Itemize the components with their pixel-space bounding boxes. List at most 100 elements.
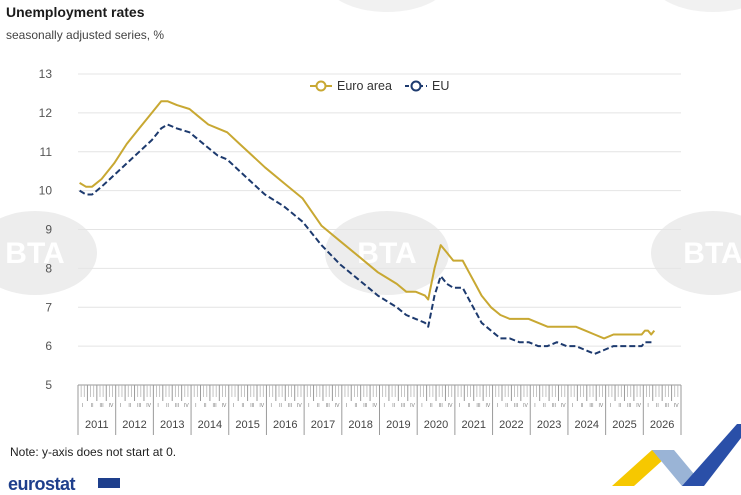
quarter-label: III bbox=[137, 403, 141, 409]
quarter-label: III bbox=[326, 403, 330, 409]
quarter-label: II bbox=[543, 403, 546, 409]
quarter-label: III bbox=[401, 403, 405, 409]
year-label: 2021 bbox=[461, 419, 485, 431]
quarter-label: II bbox=[618, 403, 621, 409]
quarter-label: IV bbox=[146, 403, 151, 409]
chart-subtitle: seasonally adjusted series, % bbox=[6, 28, 165, 42]
quarter-label: III bbox=[213, 403, 217, 409]
quarter-label: II bbox=[430, 403, 433, 409]
y-tick-label: 10 bbox=[39, 184, 53, 198]
watermark-text: BTA bbox=[683, 237, 741, 270]
watermark-logo-top-right bbox=[664, 0, 741, 12]
year-label: 2012 bbox=[122, 419, 146, 431]
year-label: 2016 bbox=[273, 419, 297, 431]
quarter-label: I bbox=[384, 403, 385, 409]
y-tick-label: 11 bbox=[40, 145, 53, 159]
year-label: 2011 bbox=[85, 419, 109, 431]
legend-label: EU bbox=[432, 79, 449, 93]
year-label: 2020 bbox=[424, 419, 448, 431]
quarter-label: IV bbox=[523, 403, 528, 409]
quarter-label: I bbox=[572, 403, 573, 409]
y-tick-label: 8 bbox=[45, 261, 52, 275]
watermark-text: BTA bbox=[5, 237, 64, 270]
quarter-label: III bbox=[99, 403, 103, 409]
quarter-label: I bbox=[497, 403, 498, 409]
quarter-label: IV bbox=[372, 403, 377, 409]
quarter-label: II bbox=[392, 403, 395, 409]
quarter-label: I bbox=[270, 403, 271, 409]
quarter-label: I bbox=[647, 403, 648, 409]
series-line-eu bbox=[79, 123, 655, 355]
quarter-label: II bbox=[241, 403, 244, 409]
quarter-label: IV bbox=[599, 403, 604, 409]
series-line-euro-area bbox=[79, 100, 656, 340]
y-tick-label: 6 bbox=[45, 339, 52, 353]
quarter-label: III bbox=[439, 403, 443, 409]
quarter-label: I bbox=[233, 403, 234, 409]
year-label: 2015 bbox=[235, 419, 259, 431]
corner-logo bbox=[612, 424, 741, 486]
quarter-label: I bbox=[459, 403, 460, 409]
watermark-logo-center: BTA bbox=[325, 211, 449, 295]
quarter-label: IV bbox=[297, 403, 302, 409]
quarter-label: II bbox=[355, 403, 358, 409]
legend-marker bbox=[315, 80, 327, 92]
quarter-label: IV bbox=[674, 403, 679, 409]
year-label: 2026 bbox=[650, 419, 674, 431]
quarter-label: II bbox=[279, 403, 282, 409]
y-tick-label: 7 bbox=[45, 300, 52, 314]
quarter-label: III bbox=[175, 403, 179, 409]
year-label: 2023 bbox=[537, 419, 561, 431]
quarter-label: II bbox=[581, 403, 584, 409]
quarter-label: III bbox=[476, 403, 480, 409]
y-tick-label: 13 bbox=[39, 67, 53, 81]
quarter-label: I bbox=[195, 403, 196, 409]
quarter-label: I bbox=[120, 403, 121, 409]
quarter-label: I bbox=[421, 403, 422, 409]
quarter-label: II bbox=[166, 403, 169, 409]
year-label: 2022 bbox=[499, 419, 523, 431]
quarter-label: IV bbox=[448, 403, 453, 409]
quarter-label: II bbox=[128, 403, 131, 409]
quarter-label: IV bbox=[485, 403, 490, 409]
y-tick-label: 9 bbox=[45, 223, 52, 237]
quarter-label: II bbox=[656, 403, 659, 409]
year-label: 2013 bbox=[160, 419, 184, 431]
year-label: 2014 bbox=[198, 419, 222, 431]
chart-title: Unemployment rates bbox=[6, 4, 145, 20]
watermark-logo-top bbox=[338, 0, 436, 12]
quarter-label: IV bbox=[636, 403, 641, 409]
quarter-label: III bbox=[552, 403, 556, 409]
quarter-label: III bbox=[514, 403, 518, 409]
legend-marker bbox=[410, 80, 422, 92]
quarter-label: I bbox=[534, 403, 535, 409]
eurostat-logo: eurostat bbox=[8, 474, 76, 494]
quarter-label: II bbox=[204, 403, 207, 409]
quarter-label: IV bbox=[335, 403, 340, 409]
quarter-label: III bbox=[250, 403, 254, 409]
year-label: 2024 bbox=[575, 419, 599, 431]
quarter-label: I bbox=[610, 403, 611, 409]
year-label: 2025 bbox=[612, 419, 636, 431]
quarter-label: II bbox=[91, 403, 94, 409]
quarter-label: IV bbox=[259, 403, 264, 409]
eu-flag-icon bbox=[98, 478, 120, 488]
quarter-label: III bbox=[288, 403, 292, 409]
year-label: 2018 bbox=[348, 419, 372, 431]
quarter-label: I bbox=[157, 403, 158, 409]
quarter-label: III bbox=[627, 403, 631, 409]
quarter-label: III bbox=[665, 403, 669, 409]
watermark-logo-right: BTA bbox=[651, 211, 741, 295]
quarter-label: IV bbox=[109, 403, 114, 409]
y-tick-label: 5 bbox=[45, 378, 52, 392]
legend-label: Euro area bbox=[337, 79, 392, 93]
year-label: 2017 bbox=[311, 419, 335, 431]
quarter-label: III bbox=[363, 403, 367, 409]
quarter-label: IV bbox=[561, 403, 566, 409]
quarter-label: IV bbox=[222, 403, 227, 409]
quarter-label: III bbox=[589, 403, 593, 409]
chart-note: Note: y-axis does not start at 0. bbox=[10, 445, 177, 459]
quarter-label: II bbox=[317, 403, 320, 409]
year-label: 2019 bbox=[386, 419, 410, 431]
